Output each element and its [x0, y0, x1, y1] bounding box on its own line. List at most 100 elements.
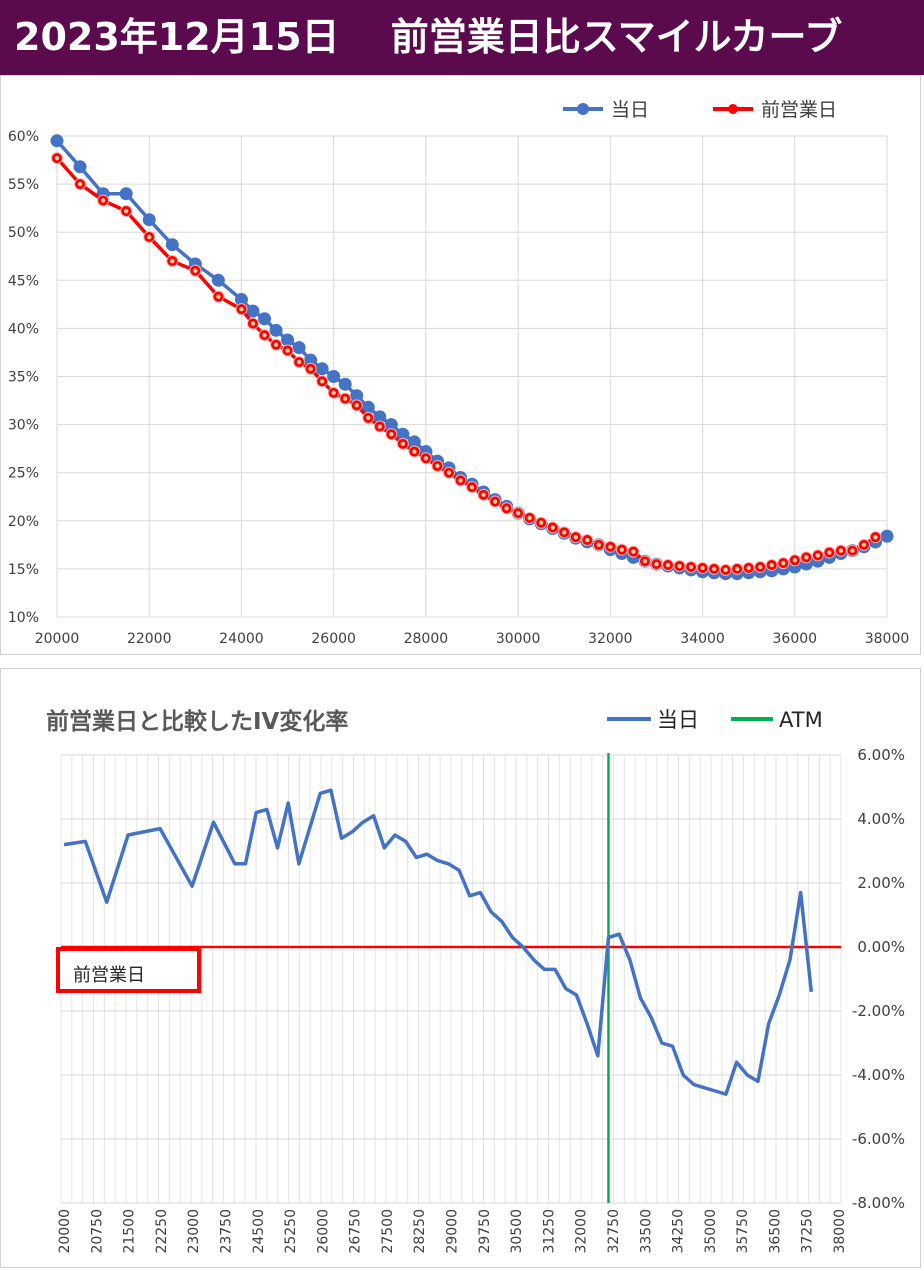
data-point-center: [492, 499, 498, 504]
x-tick-label: 29750: [477, 1209, 493, 1254]
data-point-center: [769, 562, 774, 568]
data-point: [407, 435, 421, 449]
x-tick-label: 26750: [348, 1209, 364, 1254]
x-tick-label: 20000: [57, 1209, 73, 1254]
data-point-center: [423, 456, 429, 461]
x-tick-label: 24000: [219, 631, 264, 647]
data-point: [350, 389, 364, 403]
y-tick-label: -8.00%: [852, 1194, 905, 1212]
y-tick-label: 40%: [8, 321, 39, 337]
data-point-center: [250, 321, 256, 326]
x-tick-label: 28000: [404, 631, 449, 647]
data-point-center: [781, 560, 786, 566]
data-point-center: [239, 306, 244, 312]
data-point-center: [700, 565, 705, 571]
x-tick-label: 35000: [703, 1209, 719, 1254]
data-point-center: [654, 561, 659, 567]
x-tick-label: 27500: [380, 1209, 396, 1254]
x-tick-label: 26000: [315, 1209, 331, 1254]
data-point: [292, 341, 306, 355]
data-point: [246, 304, 260, 318]
legend-marker: [728, 104, 738, 114]
data-point-center: [123, 208, 129, 214]
y-tick-label: 60%: [8, 129, 39, 145]
data-point-center: [170, 258, 175, 264]
y-tick-label: 35%: [8, 370, 39, 386]
smile-curve-chart: 10% 15% 20% 25% 30% 35% 40% 45% 50% 55% 60% 20000 22…: [8, 99, 909, 647]
data-point-center: [861, 542, 867, 548]
data-point-center: [193, 268, 198, 273]
y-tick-label: 30%: [8, 418, 39, 434]
baseline-label: 前営業日: [73, 965, 145, 986]
smile-curve-panel: 10% 15% 20% 25% 30% 35% 40% 45% 50% 55% 60% 20000 22…: [0, 75, 921, 655]
data-point-center: [596, 542, 602, 548]
data-point: [361, 400, 375, 414]
data-point: [234, 293, 248, 307]
data-point-center: [757, 564, 763, 570]
data-point: [327, 370, 341, 383]
data-point: [396, 427, 410, 441]
x-tick-label: 34250: [671, 1209, 687, 1254]
data-point: [165, 238, 179, 252]
data-point-center: [77, 181, 83, 187]
data-point-center: [354, 403, 359, 408]
baseline-label-box: [56, 947, 201, 993]
x-tick-label: 29000: [445, 1209, 461, 1254]
x-tick-label: 33500: [638, 1209, 654, 1254]
data-point-center: [296, 359, 302, 365]
data-point-center: [688, 564, 694, 570]
data-point-center: [792, 558, 797, 563]
x-tick-label: 36500: [767, 1209, 783, 1254]
data-point-center: [458, 478, 463, 483]
data-point: [50, 134, 64, 148]
legend-label: 前営業日: [761, 99, 837, 121]
y-tick-label: 45%: [8, 273, 39, 289]
data-point: [211, 273, 225, 287]
data-point-center: [504, 506, 509, 511]
data-point-center: [100, 198, 106, 203]
legend-label: ATM: [779, 708, 823, 732]
x-tick-label: 24500: [251, 1209, 267, 1254]
data-point-center: [608, 544, 613, 549]
data-point-center: [550, 525, 555, 530]
data-point-center: [54, 155, 60, 161]
data-point-center: [815, 553, 821, 558]
legend-label: 当日: [657, 708, 699, 732]
series-line: [55, 139, 888, 576]
data-point-center: [147, 234, 152, 240]
x-tick-label: 30000: [496, 631, 541, 647]
y-tick-label: 10%: [8, 610, 39, 626]
data-point-center: [527, 515, 532, 521]
y-tick-label: 6.00%: [857, 746, 905, 764]
data-point-center: [850, 548, 855, 553]
data-point: [373, 410, 387, 424]
data-point: [269, 323, 283, 337]
data-point-center: [469, 484, 475, 490]
data-point-center: [585, 537, 590, 543]
x-tick-label: 23000: [186, 1209, 202, 1254]
x-tick-label: 38000: [832, 1209, 848, 1254]
data-point-center: [285, 348, 290, 353]
data-point-center: [389, 432, 394, 437]
data-point-center: [273, 342, 279, 347]
x-tick-label: 35750: [735, 1209, 751, 1254]
legend-marker: [577, 103, 589, 115]
data-point: [304, 353, 318, 367]
x-tick-label: 22000: [127, 631, 172, 647]
data-point-center: [873, 534, 878, 540]
data-point-center: [377, 424, 382, 429]
y-tick-label: 20%: [8, 514, 39, 530]
data-point-center: [562, 530, 567, 535]
data-point-center: [262, 332, 267, 338]
series-line: [63, 788, 814, 1096]
data-point: [258, 312, 271, 326]
data-point: [281, 333, 295, 347]
data-point-center: [677, 563, 682, 569]
data-point: [73, 160, 87, 174]
x-tick-label: 30500: [509, 1209, 525, 1254]
x-tick-label: 22250: [154, 1209, 170, 1254]
data-point: [338, 377, 352, 391]
data-point: [119, 187, 133, 201]
data-point-center: [412, 449, 417, 454]
data-point: [880, 529, 894, 543]
